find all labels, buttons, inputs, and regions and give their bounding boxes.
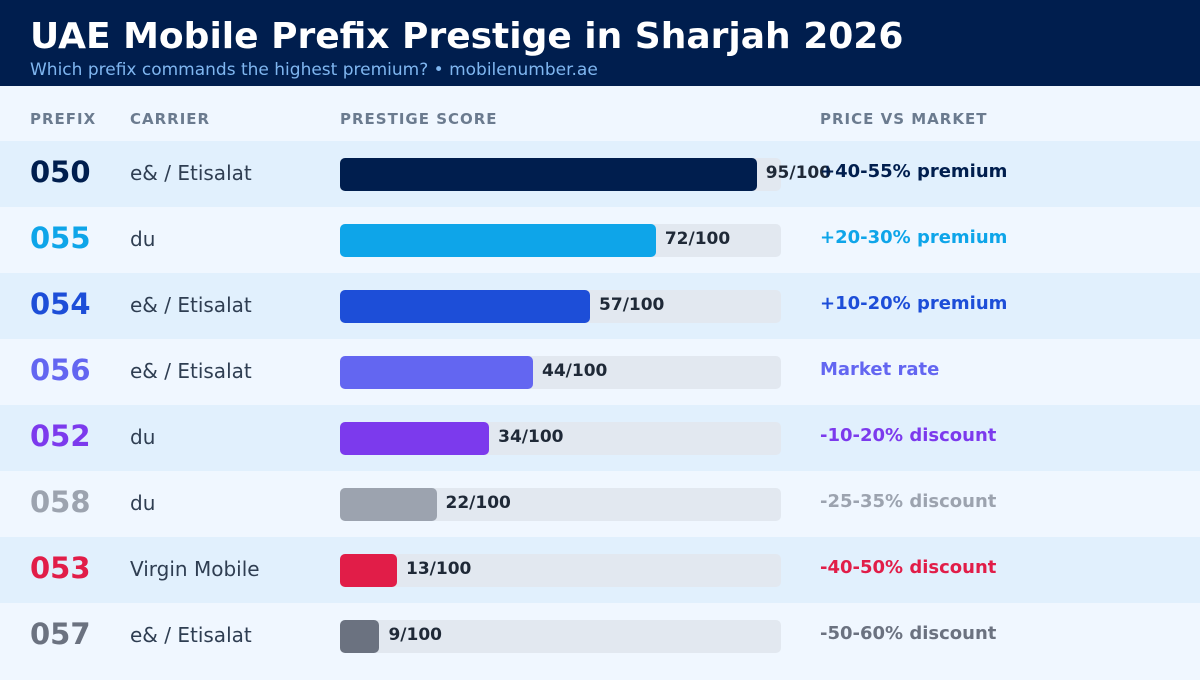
score-bar-track bbox=[340, 290, 781, 323]
score-bar bbox=[340, 488, 437, 521]
table-row: 052 du 34/100 -10-20% discount bbox=[0, 405, 1200, 471]
score-bar-track bbox=[340, 158, 781, 191]
prefix-label: 058 bbox=[30, 485, 91, 519]
score-bar-track bbox=[340, 356, 781, 389]
table-row: 057 e& / Etisalat 9/100 -50-60% discount bbox=[0, 603, 1200, 669]
carrier-label: e& / Etisalat bbox=[130, 293, 252, 317]
column-header-score: PRESTIGE SCORE bbox=[340, 110, 498, 128]
score-label: 44/100 bbox=[542, 361, 608, 381]
table-row: 056 e& / Etisalat 44/100 Market rate bbox=[0, 339, 1200, 405]
carrier-label: e& / Etisalat bbox=[130, 359, 252, 383]
carrier-label: e& / Etisalat bbox=[130, 623, 252, 647]
prefix-label: 050 bbox=[30, 155, 91, 189]
price-label: +10-20% premium bbox=[820, 293, 1008, 314]
price-label: -40-50% discount bbox=[820, 557, 997, 578]
score-bar-track bbox=[340, 620, 781, 653]
score-bar bbox=[340, 224, 656, 257]
score-bar bbox=[340, 356, 533, 389]
page-subtitle: Which prefix commands the highest premiu… bbox=[30, 60, 598, 80]
carrier-label: du bbox=[130, 425, 156, 449]
prefix-label: 055 bbox=[30, 221, 91, 255]
score-label: 57/100 bbox=[599, 295, 665, 315]
score-bar-track bbox=[340, 488, 781, 521]
prefix-label: 052 bbox=[30, 419, 91, 453]
price-label: Market rate bbox=[820, 359, 940, 380]
score-label: 34/100 bbox=[498, 427, 564, 447]
score-label: 9/100 bbox=[388, 625, 442, 645]
carrier-label: e& / Etisalat bbox=[130, 161, 252, 185]
score-bar bbox=[340, 158, 757, 191]
score-label: 13/100 bbox=[406, 559, 472, 579]
score-bar-track bbox=[340, 422, 781, 455]
table-row: 058 du 22/100 -25-35% discount bbox=[0, 471, 1200, 537]
score-label: 72/100 bbox=[664, 229, 731, 249]
score-bar bbox=[340, 290, 591, 323]
page-title: UAE Mobile Prefix Prestige in Sharjah 20… bbox=[30, 16, 904, 57]
price-label: -25-35% discount bbox=[820, 491, 997, 512]
prefix-label: 054 bbox=[30, 287, 91, 321]
price-label: -10-20% discount bbox=[820, 425, 997, 446]
price-label: +40-55% premium bbox=[820, 161, 1008, 182]
table-row: 053 Virgin Mobile 13/100 -40-50% discount bbox=[0, 537, 1200, 603]
carrier-label: du bbox=[130, 491, 156, 515]
prefix-label: 056 bbox=[30, 353, 91, 387]
column-header-price: PRICE VS MARKET bbox=[820, 110, 988, 128]
table-row: 054 e& / Etisalat 57/100 +10-20% premium bbox=[0, 273, 1200, 339]
prefix-label: 053 bbox=[30, 551, 91, 585]
header: UAE Mobile Prefix Prestige in Sharjah 20… bbox=[0, 0, 1200, 86]
prefix-label: 057 bbox=[30, 617, 91, 651]
score-label: 95/100 bbox=[765, 163, 832, 183]
score-bar-track bbox=[340, 224, 781, 257]
score-bar bbox=[340, 554, 398, 587]
column-header-carrier: CARRIER bbox=[130, 110, 211, 128]
price-label: +20-30% premium bbox=[820, 227, 1008, 248]
carrier-label: Virgin Mobile bbox=[130, 557, 260, 581]
price-label: -50-60% discount bbox=[820, 623, 997, 644]
table-row: 055 du 72/100 +20-30% premium bbox=[0, 207, 1200, 273]
score-bar-track bbox=[340, 554, 781, 587]
score-bar bbox=[340, 620, 380, 653]
score-bar bbox=[340, 422, 490, 455]
score-label: 22/100 bbox=[445, 493, 511, 513]
table-row: 050 e& / Etisalat 95/100 +40-55% premium bbox=[0, 141, 1200, 207]
carrier-label: du bbox=[130, 227, 156, 251]
column-header-prefix: PREFIX bbox=[30, 110, 97, 128]
